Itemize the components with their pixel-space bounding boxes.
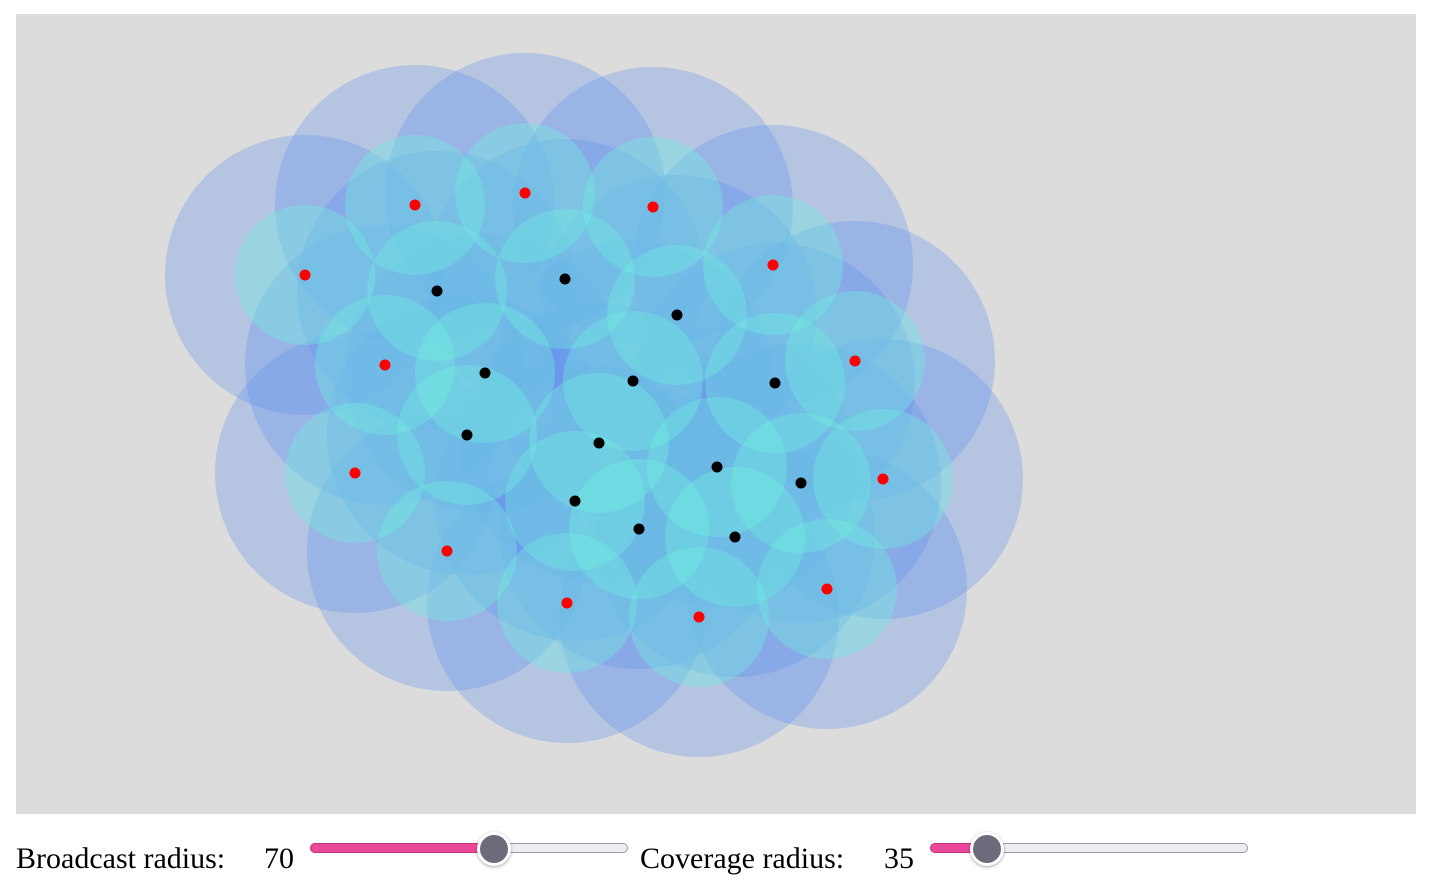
network-visualization xyxy=(165,53,1023,757)
sensor-nodes xyxy=(299,187,889,623)
slider-fill xyxy=(310,843,495,853)
interior-node[interactable] xyxy=(711,461,723,473)
interior-node[interactable] xyxy=(461,429,473,441)
network-canvas[interactable] xyxy=(16,14,1416,814)
boundary-node[interactable] xyxy=(877,473,889,485)
interior-node[interactable] xyxy=(795,477,807,489)
interior-node[interactable] xyxy=(431,285,443,297)
controls-bar: Broadcast radius: 70 Coverage radius: 35 xyxy=(16,826,1414,880)
interior-node[interactable] xyxy=(769,377,781,389)
boundary-node[interactable] xyxy=(849,355,861,367)
coverage-radius-label: Coverage radius: xyxy=(640,842,845,875)
broadcast-radius-slider[interactable] xyxy=(310,832,628,866)
boundary-node[interactable] xyxy=(561,597,573,609)
interior-node[interactable] xyxy=(479,367,491,379)
coverage-radius-value: 35 xyxy=(884,842,914,875)
boundary-node[interactable] xyxy=(441,545,453,557)
boundary-node[interactable] xyxy=(349,467,361,479)
boundary-node[interactable] xyxy=(299,269,311,281)
interior-node[interactable] xyxy=(593,437,605,449)
broadcast-radius-label: Broadcast radius: xyxy=(16,842,226,875)
coverage-radius-slider[interactable] xyxy=(930,832,1248,866)
boundary-node[interactable] xyxy=(409,199,421,211)
boundary-node[interactable] xyxy=(379,359,391,371)
interior-node[interactable] xyxy=(627,375,639,387)
slider-thumb[interactable] xyxy=(477,832,512,866)
boundary-node[interactable] xyxy=(821,583,833,595)
interior-node[interactable] xyxy=(671,309,683,321)
interior-node[interactable] xyxy=(729,531,741,543)
boundary-node[interactable] xyxy=(647,201,659,213)
broadcast-radius-value: 70 xyxy=(264,842,294,875)
slider-thumb[interactable] xyxy=(970,832,1005,866)
interior-node[interactable] xyxy=(569,495,581,507)
interior-node[interactable] xyxy=(559,273,571,285)
interior-node[interactable] xyxy=(633,523,645,535)
boundary-node[interactable] xyxy=(519,187,531,199)
boundary-node[interactable] xyxy=(693,611,705,623)
boundary-node[interactable] xyxy=(767,259,779,271)
